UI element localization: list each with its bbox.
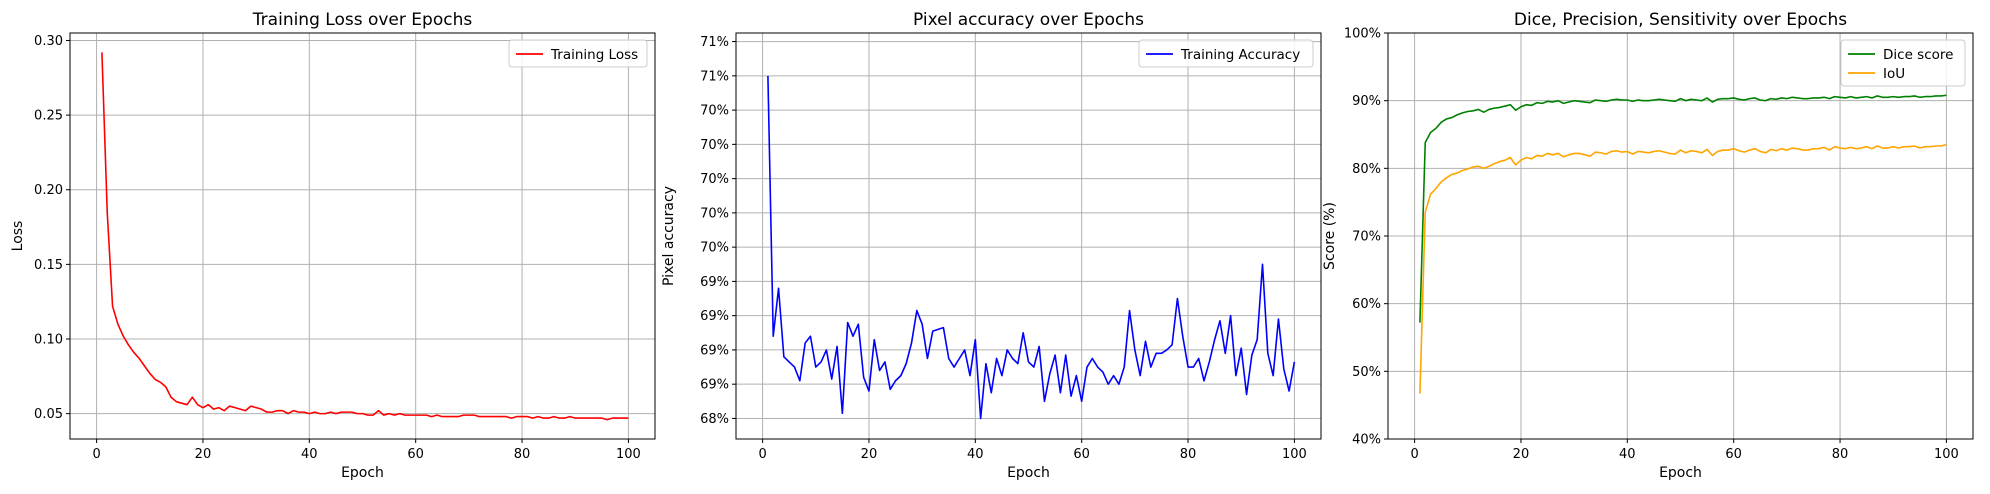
y-tick-label: 50%	[1352, 365, 1381, 380]
x-tick-label: 60	[407, 447, 424, 462]
y-tick-label: 70%	[700, 104, 729, 119]
y-tick-label: 68%	[700, 412, 729, 427]
x-tick-label: 80	[1832, 447, 1849, 462]
y-tick-label: 70%	[700, 206, 729, 221]
x-tick-label: 0	[758, 447, 766, 462]
y-tick-label: 0.10	[34, 332, 63, 347]
chart-panel-3: 0 20 40 60 80 100 40% 50% 60% 70% 80% 90% 100% Epoch S…	[1322, 10, 1974, 481]
chart-panel-1: 0 20 40 60 80 100 0.05 0.10 0.15 0.20 0.25 0.30 Epoc…	[10, 10, 656, 481]
series-line-1	[767, 75, 1296, 420]
x-tick-label: 60	[1725, 447, 1742, 462]
y-tick-label: 69%	[700, 309, 729, 324]
x-tick-label: 0	[1410, 447, 1418, 462]
y-tick-label: 71%	[700, 69, 729, 84]
y-axis-label: Pixel accuracy	[661, 186, 677, 286]
y-tick-label: 69%	[700, 343, 729, 358]
legend: Training Loss	[508, 39, 648, 68]
y-tick-label: 0.15	[34, 258, 63, 273]
y-tick-label: 40%	[1352, 433, 1381, 448]
y-axis-label: Score (%)	[1322, 202, 1338, 270]
plot-frame	[69, 32, 656, 440]
y-tick-label: 0.30	[34, 34, 63, 49]
legend-box	[508, 39, 648, 68]
series-line-1	[101, 52, 629, 421]
x-tick-label: 100	[1934, 447, 1959, 462]
y-tick-label: 100%	[1344, 27, 1381, 42]
x-axis-label: Epoch	[1659, 465, 1702, 481]
x-axis-label: Epoch	[1007, 465, 1050, 481]
x-tick-label: 20	[1513, 447, 1530, 462]
x-tick-label: 60	[1073, 447, 1090, 462]
y-tick-label: 70%	[700, 172, 729, 187]
chart-title: Pixel accuracy over Epochs	[913, 10, 1144, 30]
chart-title: Training Loss over Epochs	[252, 10, 473, 30]
x-tick-label: 100	[616, 447, 641, 462]
y-tick-label: 0.25	[34, 109, 63, 124]
series-line-2	[1419, 143, 1947, 394]
x-tick-label: 80	[514, 447, 531, 462]
y-tick-label: 69%	[700, 378, 729, 393]
y-tick-label: 69%	[700, 275, 729, 290]
y-tick-label: 71%	[700, 35, 729, 50]
y-tick-label: 0.05	[34, 407, 63, 422]
legend-entry: Dice score	[1883, 47, 1953, 63]
x-tick-label: 0	[92, 447, 100, 462]
x-tick-label: 40	[967, 447, 984, 462]
chart-title: Dice, Precision, Sensitivity over Epochs	[1514, 10, 1847, 30]
chart-panel-2: 0 20 40 60 80 100 68% 69% 69% 69% 69% 70% 70% 70% 70% 7…	[661, 10, 1322, 481]
y-tick-label: 70%	[700, 138, 729, 153]
x-tick-label: 100	[1282, 447, 1307, 462]
x-tick-label: 40	[1619, 447, 1636, 462]
x-tick-label: 20	[861, 447, 878, 462]
legend-entry: Training Loss	[550, 47, 638, 63]
y-tick-label: 0.20	[34, 183, 63, 198]
x-tick-label: 80	[1180, 447, 1197, 462]
y-tick-label: 80%	[1352, 162, 1381, 177]
legend-box	[1138, 39, 1314, 68]
y-tick-label: 60%	[1352, 297, 1381, 312]
y-axis-label: Loss	[10, 221, 26, 252]
x-tick-label: 20	[195, 447, 212, 462]
legend-entry: IoU	[1883, 66, 1905, 82]
y-tick-label: 70%	[1352, 230, 1381, 245]
x-tick-label: 40	[301, 447, 318, 462]
y-tick-label: 70%	[700, 241, 729, 256]
legend-box	[1840, 39, 1966, 87]
x-axis-label: Epoch	[341, 465, 384, 481]
y-tick-label: 90%	[1352, 94, 1381, 109]
series-line-1	[1419, 94, 1947, 323]
legend: Training Accuracy	[1138, 39, 1314, 68]
plot-frame	[735, 32, 1322, 440]
legend: Dice score IoU	[1840, 39, 1966, 87]
legend-entry: Training Accuracy	[1180, 47, 1300, 63]
